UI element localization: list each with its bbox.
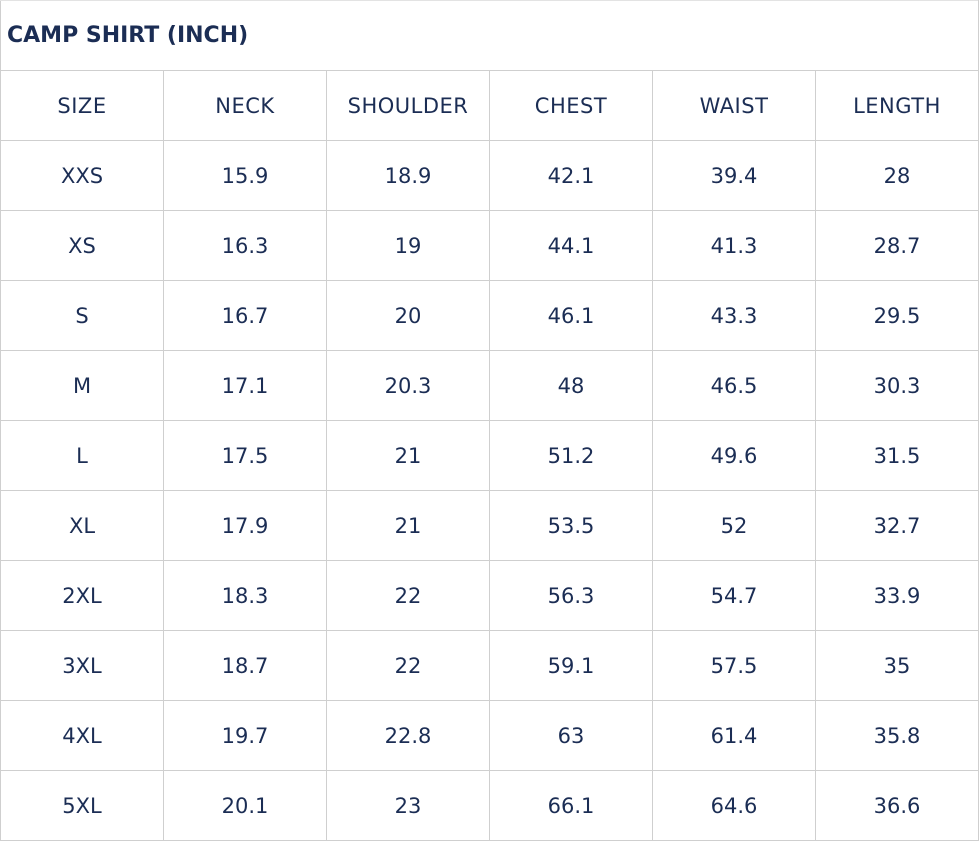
cell-waist: 46.5 [652,350,816,421]
column-header-neck: NECK [163,70,327,141]
cell-shoulder: 23 [326,770,490,841]
table-title: CAMP SHIRT (INCH) [0,0,979,71]
cell-waist: 49.6 [652,420,816,491]
cell-waist: 61.4 [652,700,816,771]
cell-size: 4XL [0,700,164,771]
cell-neck: 17.1 [163,350,327,421]
cell-length: 35 [815,630,979,701]
table-row: XXS 15.9 18.9 42.1 39.4 28 [0,140,979,211]
cell-length: 32.7 [815,490,979,561]
cell-chest: 46.1 [489,280,653,351]
cell-shoulder: 20 [326,280,490,351]
cell-shoulder: 21 [326,490,490,561]
table-row: XS 16.3 19 44.1 41.3 28.7 [0,210,979,281]
table-row: 5XL 20.1 23 66.1 64.6 36.6 [0,770,979,841]
cell-shoulder: 22.8 [326,700,490,771]
cell-waist: 43.3 [652,280,816,351]
column-header-size: SIZE [0,70,164,141]
cell-neck: 18.7 [163,630,327,701]
column-header-shoulder: SHOULDER [326,70,490,141]
cell-length: 29.5 [815,280,979,351]
cell-shoulder: 18.9 [326,140,490,211]
cell-length: 30.3 [815,350,979,421]
cell-length: 36.6 [815,770,979,841]
cell-chest: 51.2 [489,420,653,491]
cell-length: 28 [815,140,979,211]
column-header-chest: CHEST [489,70,653,141]
table-row: S 16.7 20 46.1 43.3 29.5 [0,280,979,351]
cell-size: 2XL [0,560,164,631]
cell-waist: 39.4 [652,140,816,211]
cell-size: XL [0,490,164,561]
cell-shoulder: 20.3 [326,350,490,421]
cell-neck: 16.7 [163,280,327,351]
cell-size: M [0,350,164,421]
cell-chest: 56.3 [489,560,653,631]
cell-chest: 42.1 [489,140,653,211]
column-header-waist: WAIST [652,70,816,141]
cell-size: L [0,420,164,491]
cell-shoulder: 22 [326,560,490,631]
cell-neck: 17.5 [163,420,327,491]
table-row: 4XL 19.7 22.8 63 61.4 35.8 [0,700,979,771]
cell-length: 31.5 [815,420,979,491]
cell-neck: 17.9 [163,490,327,561]
cell-waist: 52 [652,490,816,561]
cell-chest: 48 [489,350,653,421]
cell-shoulder: 19 [326,210,490,281]
cell-chest: 53.5 [489,490,653,561]
cell-waist: 64.6 [652,770,816,841]
table-row: XL 17.9 21 53.5 52 32.7 [0,490,979,561]
cell-length: 35.8 [815,700,979,771]
cell-neck: 19.7 [163,700,327,771]
cell-chest: 44.1 [489,210,653,281]
cell-size: 5XL [0,770,164,841]
cell-size: S [0,280,164,351]
cell-neck: 15.9 [163,140,327,211]
cell-chest: 59.1 [489,630,653,701]
table-row: 2XL 18.3 22 56.3 54.7 33.9 [0,560,979,631]
cell-shoulder: 21 [326,420,490,491]
cell-length: 33.9 [815,560,979,631]
cell-neck: 16.3 [163,210,327,281]
cell-chest: 66.1 [489,770,653,841]
table-row: L 17.5 21 51.2 49.6 31.5 [0,420,979,491]
cell-size: XXS [0,140,164,211]
table-body: XXS 15.9 18.9 42.1 39.4 28 XS 16.3 19 44.1 41.3 28.… [0,140,979,841]
cell-size: XS [0,210,164,281]
header-row: SIZE NECK SHOULDER CHEST WAIST LENGTH [0,70,979,141]
cell-waist: 54.7 [652,560,816,631]
column-header-length: LENGTH [815,70,979,141]
table-row: M 17.1 20.3 48 46.5 30.3 [0,350,979,421]
cell-size: 3XL [0,630,164,701]
cell-waist: 57.5 [652,630,816,701]
cell-length: 28.7 [815,210,979,281]
table-row: 3XL 18.7 22 59.1 57.5 35 [0,630,979,701]
cell-chest: 63 [489,700,653,771]
cell-neck: 18.3 [163,560,327,631]
cell-shoulder: 22 [326,630,490,701]
cell-waist: 41.3 [652,210,816,281]
cell-neck: 20.1 [163,770,327,841]
